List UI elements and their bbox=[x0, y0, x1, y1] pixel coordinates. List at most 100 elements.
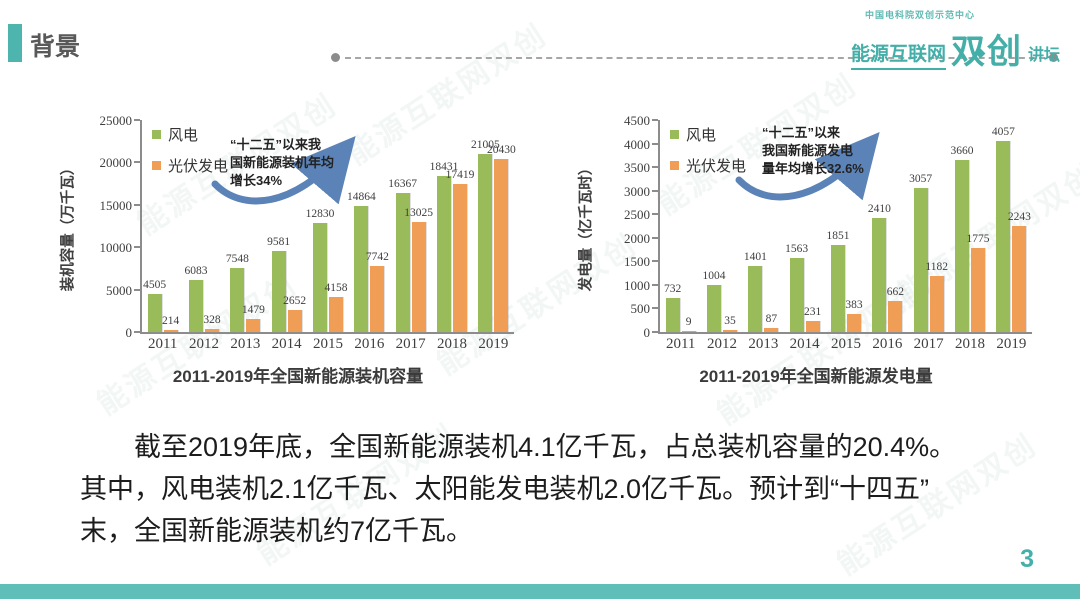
bar-光伏发电-2017 bbox=[411, 222, 426, 332]
y-tick-mark bbox=[134, 331, 140, 333]
bar-value-label: 1401 bbox=[743, 251, 767, 263]
bar-value-label: 6083 bbox=[184, 265, 208, 277]
y-tick-label: 5000 bbox=[106, 282, 132, 298]
bar-value-label: 2410 bbox=[867, 203, 891, 215]
annotation-line: “十二五”以来 bbox=[762, 125, 841, 140]
body-paragraph: 截至2019年底，全国新能源装机4.1亿千瓦，占总装机容量的20.4%。 其中，… bbox=[80, 426, 1012, 552]
bar-value-label: 20430 bbox=[486, 144, 516, 156]
bar-风电-2016 bbox=[872, 218, 887, 332]
legend-item: 风电 bbox=[152, 124, 228, 145]
legend-label: 光伏发电 bbox=[686, 158, 747, 175]
bar-value-label: 87 bbox=[765, 313, 778, 325]
bar-value-label: 16367 bbox=[388, 178, 418, 190]
bar-光伏发电-2011 bbox=[681, 331, 696, 332]
bar-风电-2019 bbox=[996, 141, 1011, 332]
y-axis-title-wrap: 装机容量（万千瓦） bbox=[56, 120, 78, 332]
bar-value-label: 7742 bbox=[365, 251, 389, 263]
bar-光伏发电-2013 bbox=[246, 319, 261, 332]
chart-title: 2011-2019年全国新能源发电量 bbox=[699, 367, 933, 386]
x-axis-label: 2016 bbox=[872, 336, 903, 352]
bar-风电-2013 bbox=[230, 268, 245, 332]
plot-area: 0 500 1000 1500 2000 2500 3000 3500 4000 4500 2011… bbox=[624, 113, 1032, 352]
bar-风电-2016 bbox=[354, 206, 369, 332]
y-tick-mark bbox=[652, 331, 658, 333]
legend-label: 风电 bbox=[168, 127, 199, 144]
bar-value-label: 9 bbox=[685, 316, 692, 328]
bar-光伏发电-2016 bbox=[888, 301, 903, 332]
bar-value-label: 18431 bbox=[429, 161, 459, 173]
legend-item: 光伏发电 bbox=[670, 155, 746, 176]
y-tick-mark bbox=[134, 288, 140, 291]
bar-光伏发电-2019 bbox=[1012, 226, 1027, 332]
bar-光伏发电-2014 bbox=[805, 321, 820, 332]
title-accent-bar bbox=[8, 24, 22, 62]
bar-风电-2017 bbox=[395, 193, 410, 332]
y-tick-mark bbox=[652, 142, 658, 145]
logo-subtitle: 中国电科院双创示范中心 bbox=[864, 10, 975, 20]
bar-value-label: 12830 bbox=[305, 208, 335, 220]
bar-value-label: 4505 bbox=[143, 279, 167, 291]
y-tick-label: 2500 bbox=[624, 207, 650, 223]
y-tick-label: 0 bbox=[643, 325, 651, 340]
annotation: “十二五”以来 我国新能源发电 量年均增长32.6% bbox=[762, 124, 864, 178]
x-axis-label: 2015 bbox=[830, 336, 861, 352]
x-axis-label: 2014 bbox=[271, 336, 302, 352]
bar-value-label: 328 bbox=[203, 314, 221, 326]
y-tick-mark bbox=[652, 166, 658, 169]
bar-value-label: 732 bbox=[664, 283, 682, 295]
bar-value-label: 4158 bbox=[324, 282, 348, 294]
bar-value-label: 1004 bbox=[702, 270, 726, 282]
bar-风电-2014 bbox=[789, 258, 804, 332]
bar-风电-2015 bbox=[831, 245, 845, 332]
logo-main: 能源互联网 双创 讲坛 bbox=[850, 21, 1060, 71]
bar-光伏发电-2015 bbox=[329, 297, 343, 332]
bar-value-label: 3660 bbox=[950, 145, 974, 157]
x-axis-label: 2018 bbox=[954, 336, 985, 352]
x-axis-label: 2015 bbox=[312, 336, 343, 352]
y-tick-label: 4500 bbox=[624, 113, 650, 128]
y-tick-label: 20000 bbox=[99, 155, 133, 171]
dash-dot-left bbox=[331, 53, 340, 62]
y-tick-label: 3000 bbox=[624, 183, 650, 199]
bar-value-label: 17419 bbox=[445, 169, 475, 181]
y-tick-mark bbox=[134, 119, 140, 121]
x-axis-label: 2013 bbox=[748, 336, 779, 352]
logo-text-forum: 讲坛 bbox=[1027, 47, 1060, 64]
bar-value-label: 35 bbox=[724, 315, 736, 327]
bar-value-label: 21005 bbox=[470, 139, 500, 151]
legend: 风电光伏发电 bbox=[152, 124, 228, 186]
y-tick-label: 3500 bbox=[624, 160, 650, 176]
y-tick-label: 4000 bbox=[624, 136, 650, 152]
x-axis-label: 2018 bbox=[436, 336, 467, 352]
y-tick-label: 1000 bbox=[624, 277, 650, 293]
x-axis-label: 2017 bbox=[913, 336, 944, 352]
y-tick-label: 1500 bbox=[624, 254, 650, 270]
bar-value-label: 1563 bbox=[785, 243, 809, 255]
y-tick-label: 15000 bbox=[99, 197, 133, 213]
bar-风电-2011 bbox=[147, 294, 162, 332]
bar-光伏发电-2012 bbox=[205, 329, 219, 332]
bar-value-label: 7548 bbox=[225, 253, 249, 265]
annotation-line: 增长34% bbox=[230, 173, 283, 188]
bar-风电-2019 bbox=[478, 154, 493, 332]
bar-光伏发电-2018 bbox=[453, 184, 467, 332]
page-number: 3 bbox=[1020, 545, 1034, 573]
bar-光伏发电-2019 bbox=[494, 159, 509, 332]
bar-光伏发电-2011 bbox=[163, 330, 178, 332]
bar-光伏发电-2016 bbox=[370, 266, 385, 332]
x-axis-label: 2011 bbox=[665, 336, 696, 352]
legend-item: 光伏发电 bbox=[152, 155, 228, 176]
legend-swatch bbox=[152, 161, 161, 170]
footer-bar bbox=[0, 584, 1080, 599]
x-axis-label: 2013 bbox=[230, 336, 261, 352]
bar-value-label: 1851 bbox=[826, 230, 850, 242]
body-line: 其中，风电装机2.1亿千瓦、太阳能发电装机2.0亿千瓦。预计到“十四五” bbox=[80, 474, 930, 504]
logo-text-shuangchuang: 双创 bbox=[950, 33, 1023, 71]
x-axis-label: 2012 bbox=[188, 336, 219, 352]
legend-swatch bbox=[152, 130, 161, 139]
legend-label: 风电 bbox=[686, 127, 717, 144]
x-axis-label: 2019 bbox=[478, 336, 509, 352]
y-tick-label: 2000 bbox=[624, 230, 650, 246]
bar-风电-2013 bbox=[748, 266, 763, 332]
y-tick-label: 0 bbox=[125, 325, 133, 340]
